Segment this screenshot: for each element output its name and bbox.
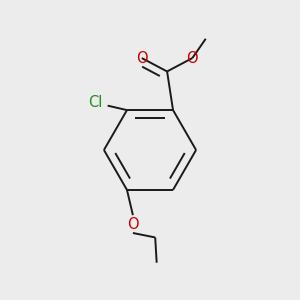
- Text: Cl: Cl: [88, 95, 103, 110]
- Text: O: O: [127, 217, 139, 232]
- Text: O: O: [187, 51, 198, 66]
- Text: O: O: [136, 51, 148, 66]
